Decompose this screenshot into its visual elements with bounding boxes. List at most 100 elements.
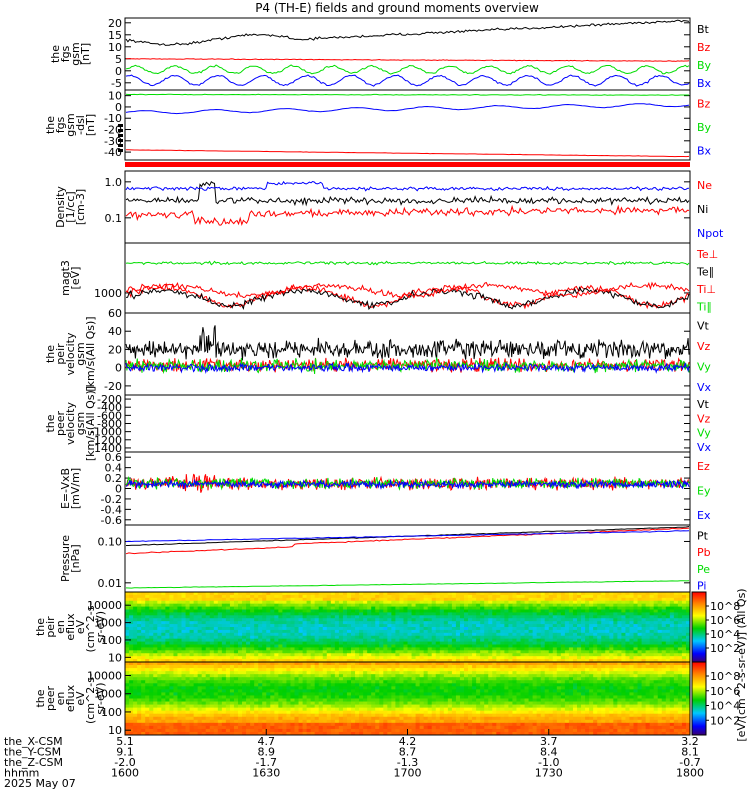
heatmap-cell (371, 680, 376, 684)
heatmap-cell (633, 647, 638, 651)
heatmap-cell (609, 592, 614, 596)
legend-entry: Vz (697, 340, 711, 353)
heatmap-cell (552, 635, 558, 640)
heatmap-cell (314, 624, 320, 628)
heatmap-cell (649, 683, 655, 687)
heatmap-cell (528, 671, 534, 675)
heatmap-cell (564, 624, 570, 628)
heatmap-cell (258, 647, 263, 651)
heatmap-cell (451, 644, 457, 648)
heatmap-cell (258, 603, 263, 607)
heatmap-cell (480, 632, 485, 637)
heatmap-cell (617, 659, 622, 663)
heatmap-cell (496, 618, 501, 622)
heatmap-cell (625, 594, 630, 599)
heatmap-cell (363, 594, 368, 599)
heatmap-cell (568, 674, 574, 678)
heatmap-cell (488, 656, 493, 660)
heatmap-cell (185, 686, 190, 690)
heatmap-cell (488, 668, 493, 672)
heatmap-cell (653, 592, 659, 596)
heatmap-cell (205, 662, 211, 666)
heatmap-cell (589, 668, 594, 672)
heatmap-cell (193, 609, 199, 613)
heatmap-cell (536, 592, 542, 596)
heatmap-cell (359, 600, 364, 605)
heatmap-cell (363, 656, 368, 660)
heatmap-cell (137, 689, 142, 693)
heatmap-cell (593, 659, 598, 663)
heatmap-cell (387, 644, 392, 648)
heatmap-cell (564, 600, 570, 605)
heatmap-cell (459, 683, 465, 687)
heatmap-cell (613, 644, 618, 648)
heatmap-cell (528, 597, 534, 602)
heatmap-cell (540, 592, 546, 596)
heatmap-cell (685, 592, 691, 596)
heatmap-cell (544, 609, 550, 613)
legend-entry: Ti⊥ (696, 283, 716, 296)
heatmap-cell (601, 632, 606, 637)
heatmap-cell (250, 683, 255, 687)
heatmap-cell (512, 606, 517, 610)
heatmap-cell (653, 641, 659, 645)
heatmap-cell (233, 680, 239, 684)
heatmap-cell (310, 647, 316, 651)
heatmap-cell (205, 638, 211, 642)
heatmap-cell (310, 662, 316, 666)
heatmap-cell (476, 677, 481, 681)
heatmap-cell (322, 671, 328, 675)
heatmap-cell (262, 662, 267, 666)
heatmap-cell (468, 650, 473, 654)
heatmap-cell (415, 644, 421, 648)
heatmap-cell (238, 677, 243, 681)
heatmap-cell (468, 594, 473, 599)
heatmap-cell (451, 647, 457, 651)
heatmap-cell (581, 650, 586, 654)
heatmap-cell (459, 653, 465, 657)
heatmap-cell (455, 674, 461, 678)
heatmap-cell (258, 618, 263, 622)
heatmap-cell (238, 650, 243, 654)
heatmap-cell (581, 600, 586, 605)
heatmap-cell (492, 592, 497, 596)
heatmap-cell (363, 603, 368, 607)
heatmap-cell (459, 677, 465, 681)
heatmap-cell (379, 674, 384, 678)
heatmap-cell (157, 665, 162, 669)
heatmap-cell (137, 600, 142, 605)
heatmap-cell (238, 627, 243, 631)
heatmap-cell (141, 668, 146, 672)
heatmap-cell (141, 662, 146, 666)
heatmap-cell (173, 680, 178, 684)
heatmap-cell (334, 665, 340, 669)
heatmap-cell (193, 632, 199, 637)
heatmap-cell (359, 644, 364, 648)
heatmap-cell (677, 615, 683, 619)
heatmap-cell (141, 674, 146, 678)
heatmap-cell (310, 653, 316, 657)
heatmap-cell (516, 668, 521, 672)
heatmap-cell (419, 638, 425, 642)
heatmap-cell (326, 618, 332, 622)
heatmap-cell (411, 600, 416, 605)
heatmap-cell (254, 635, 259, 640)
heatmap-cell (266, 671, 271, 675)
heatmap-cell (572, 621, 578, 625)
heatmap-cell (464, 656, 469, 660)
heatmap-cell (512, 689, 517, 693)
heatmap-cell (480, 677, 485, 681)
heatmap-cell (334, 650, 340, 654)
heatmap-cell (282, 612, 287, 616)
heatmap-cell (375, 592, 380, 596)
heatmap-cell (351, 594, 356, 599)
heatmap-cell (492, 650, 497, 654)
heatmap-cell (286, 680, 291, 684)
heatmap-cell (484, 647, 489, 651)
heatmap-cell (330, 615, 336, 619)
heatmap-cell (520, 674, 525, 678)
heatmap-cell (334, 603, 340, 607)
heatmap-cell (302, 683, 308, 687)
heatmap-cell (577, 597, 582, 602)
heatmap-cell (302, 665, 308, 669)
